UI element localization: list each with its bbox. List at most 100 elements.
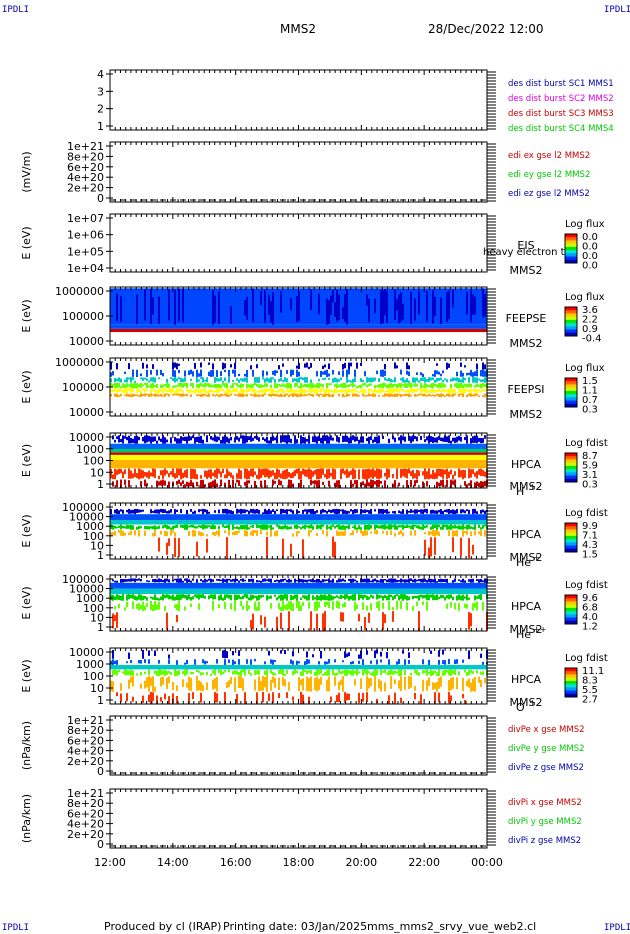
spectrogram-cell: [354, 393, 356, 397]
spectrogram-cell: [112, 389, 114, 393]
y-tick-label: 1000000: [55, 356, 104, 369]
series-label: des dist burst SC2 MMS2: [508, 94, 614, 104]
spectrogram-cell: [148, 470, 150, 479]
spectrogram-cell: [442, 649, 444, 655]
spectrogram-cell: [400, 529, 402, 535]
spectrogram-cell: [214, 510, 216, 513]
spectrogram-cell: [242, 578, 244, 582]
spectrogram-cell: [272, 393, 274, 397]
spectrogram-cell: [282, 435, 284, 442]
spectrogram-cell: [342, 595, 344, 599]
spectrogram-cell: [448, 471, 450, 478]
spectrogram-cell: [296, 365, 298, 369]
spectrogram-cell: [152, 597, 154, 600]
spectrogram-cell: [436, 389, 438, 393]
spectrogram-cell: [462, 393, 464, 398]
spectrogram-cell: [392, 578, 394, 583]
spectrogram-cell: [166, 382, 168, 388]
spectrogram-cell: [256, 595, 258, 601]
spectrogram-cell: [154, 389, 156, 393]
spectrogram-cell: [448, 669, 450, 676]
spectrogram-cell: [460, 370, 462, 377]
spectrogram-cell: [140, 509, 142, 513]
spectrogram-cell: [278, 525, 280, 529]
spectrogram-cell: [318, 389, 320, 392]
spectrogram-cell: [198, 531, 200, 536]
spectrogram-cell: [332, 600, 334, 610]
spectrogram-cell: [422, 393, 424, 397]
footer-produced-by: Produced by cl (IRAP): [104, 920, 222, 933]
spectrogram-cell: [306, 651, 308, 658]
spectrogram-cell: [244, 390, 246, 393]
spectrogram-cell: [272, 479, 274, 486]
spectrogram-cell: [138, 526, 140, 529]
series-label: des dist burst SC1 MMS1: [508, 79, 614, 89]
spectrogram-cell: [380, 369, 382, 377]
spectrogram-cell: [418, 380, 420, 383]
spectrogram-cell: [128, 388, 130, 391]
spectrogram-cell: [364, 616, 366, 630]
spectrogram-cell: [128, 435, 130, 444]
spectrogram-cell: [406, 524, 408, 528]
spectrogram-cell: [320, 370, 322, 377]
spectrogram-cell: [136, 388, 138, 394]
spectrogram-cell: [292, 651, 294, 657]
spectrogram-cell: [154, 525, 156, 530]
spectrogram-cell: [180, 377, 182, 383]
spectrogram-cell: [478, 524, 480, 528]
spectrogram-cell: [220, 594, 222, 600]
spectrogram-cell: [178, 670, 180, 676]
colorbar-label: 0.7: [582, 395, 598, 406]
spectrogram-cell: [406, 579, 408, 583]
spectrogram-cell: [256, 435, 258, 440]
spectrogram-cell: [378, 600, 380, 611]
spectrogram-cell: [176, 393, 178, 396]
spectrogram-cell: [224, 525, 226, 529]
spectrogram-cell: [192, 692, 194, 700]
spectrogram-cell: [452, 437, 454, 442]
spectrogram-cell: [232, 388, 234, 393]
spectrogram-cell: [344, 510, 346, 514]
spectrogram-cell: [330, 509, 332, 514]
spectrogram-cell: [310, 388, 312, 394]
series-label: divPe x gse MMS2: [508, 725, 585, 735]
spectrogram-cell: [418, 611, 420, 631]
spectrogram-cell: [410, 382, 412, 389]
spectrogram-cell: [358, 469, 360, 480]
spectrogram-cell: [406, 480, 408, 488]
spectrogram-cell: [310, 670, 312, 675]
spectrogram-cell: [422, 389, 424, 393]
spectrogram-cell: [162, 579, 164, 583]
spectrogram-cell: [266, 595, 268, 601]
spectrogram-cell: [348, 369, 350, 375]
spectrogram-cell: [240, 508, 242, 514]
spectrogram-cell: [244, 481, 246, 486]
spectrogram-cell: [404, 659, 406, 665]
spectrogram-cell: [284, 509, 286, 514]
spectrogram-cell: [382, 602, 384, 609]
spectrogram-cell: [324, 435, 326, 441]
spectrogram-cell: [258, 468, 260, 480]
spectrogram-cell: [410, 672, 412, 676]
spectrogram-cell: [160, 480, 162, 486]
spectrogram-cell: [352, 526, 354, 528]
spectrogram-cell: [322, 468, 324, 475]
spectrogram-cell: [268, 294, 270, 315]
spectrogram-cell: [478, 469, 480, 475]
x-tick-label: 16:00: [220, 856, 252, 869]
colorbar-label: 0.0: [582, 242, 598, 253]
spectrogram-cell: [192, 524, 194, 528]
spectrogram-cell: [466, 524, 468, 530]
spectrogram-cell: [430, 389, 432, 394]
spectrogram-cell: [212, 389, 214, 393]
spectrogram-cell: [338, 578, 340, 583]
spectrogram-cell: [394, 383, 396, 387]
spectrogram-cell: [120, 595, 122, 601]
spectrogram-cell: [290, 383, 292, 389]
spectrogram-cell: [188, 482, 190, 487]
spectrogram-cell: [268, 525, 270, 528]
spectrogram-cell: [168, 289, 170, 321]
spectrogram-cell: [132, 377, 134, 381]
spectrogram-cell: [362, 692, 364, 702]
spectrogram-cell: [426, 395, 428, 397]
